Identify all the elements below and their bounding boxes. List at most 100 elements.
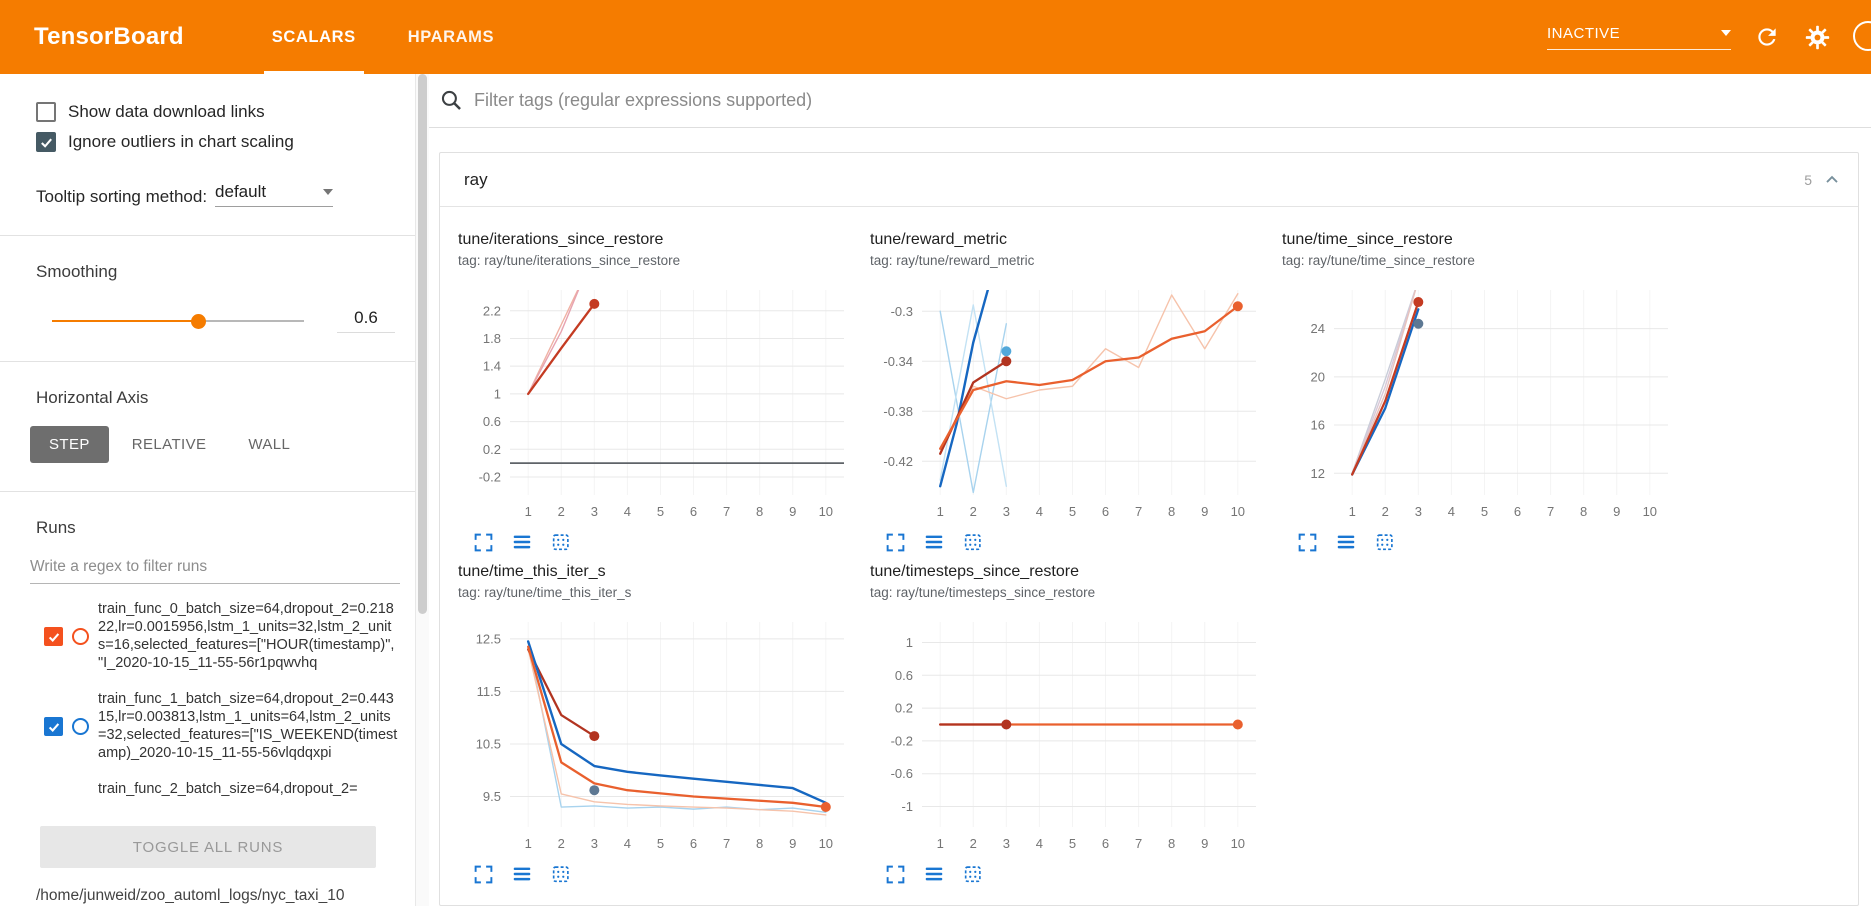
tooltip-sorting-select[interactable]: default <box>215 182 334 207</box>
settings-gear-icon[interactable] <box>1803 23 1831 51</box>
chevron-up-icon[interactable] <box>1822 170 1842 190</box>
svg-text:5: 5 <box>1069 504 1076 519</box>
svg-text:-0.38: -0.38 <box>883 404 913 419</box>
app-title: TensorBoard <box>34 23 184 50</box>
horizontal-axis-label: Horizontal Axis <box>36 388 149 407</box>
svg-text:10: 10 <box>1231 504 1245 519</box>
svg-text:9: 9 <box>789 836 796 851</box>
expand-chart-icon[interactable] <box>470 529 496 555</box>
log-directory-path: /home/junweid/zoo_automl_logs/nyc_taxi_1… <box>36 887 345 904</box>
divider <box>0 361 415 362</box>
app-header: TensorBoard SCALARS HPARAMS INACTIVE <box>0 0 1871 74</box>
run-visibility-checkbox[interactable] <box>44 717 63 737</box>
chart-plot[interactable]: 1 2 3 4 5 6 7 8 9 10 -0.2 0.2 0.6 1 1.4 1.8 2.2 <box>458 282 860 527</box>
data-status-dropdown[interactable]: INACTIVE <box>1547 25 1731 50</box>
tab-hparams[interactable]: HPARAMS <box>407 27 495 46</box>
fit-domain-icon[interactable] <box>960 861 986 887</box>
chart-title: tune/timesteps_since_restore <box>870 563 1079 580</box>
svg-text:2.2: 2.2 <box>483 303 501 318</box>
smoothing-slider[interactable] <box>52 313 304 329</box>
svg-text:0.2: 0.2 <box>483 442 501 457</box>
scrollbar-thumb[interactable] <box>418 74 427 614</box>
chart-tag: tag: ray/tune/time_since_restore <box>1282 253 1475 268</box>
smoothing-slider-thumb[interactable] <box>191 313 207 329</box>
refresh-icon[interactable] <box>1753 23 1781 51</box>
chart-plot[interactable]: 1 2 3 4 5 6 7 8 9 10 -0.42 -0.38 -0.34 -0.3 <box>870 282 1272 527</box>
dropdown-arrow-icon <box>1721 30 1731 36</box>
show-download-links-checkbox[interactable] <box>36 102 56 122</box>
run-row: train_func_1_batch_size=64,dropout_2=0.4… <box>0 682 415 772</box>
charts-grid: tune/iterations_since_restore tag: ray/t… <box>440 207 1858 887</box>
svg-text:5: 5 <box>1481 504 1488 519</box>
svg-text:10: 10 <box>1643 504 1657 519</box>
axis-button-wall[interactable]: WALL <box>248 436 291 453</box>
svg-text:-0.2: -0.2 <box>891 733 913 748</box>
svg-text:1.4: 1.4 <box>483 359 501 374</box>
svg-text:9: 9 <box>1201 836 1208 851</box>
runs-list: train_func_0_batch_size=64,dropout_2=0.2… <box>0 592 415 824</box>
svg-text:5: 5 <box>657 836 664 851</box>
svg-text:7: 7 <box>723 836 730 851</box>
svg-text:2: 2 <box>970 836 977 851</box>
svg-text:0.6: 0.6 <box>483 414 501 429</box>
tab-scalars[interactable]: SCALARS <box>246 0 382 74</box>
fit-domain-icon[interactable] <box>548 529 574 555</box>
tag-filter-input[interactable] <box>474 90 1871 111</box>
svg-text:8: 8 <box>1168 504 1175 519</box>
runs-table-icon[interactable] <box>921 861 947 887</box>
runs-table-icon[interactable] <box>509 529 535 555</box>
chart-card: tune/time_since_restore tag: ray/tune/ti… <box>1282 231 1684 555</box>
expand-chart-icon[interactable] <box>882 529 908 555</box>
tab-bar: SCALARS HPARAMS <box>246 0 520 74</box>
runs-filter-input[interactable] <box>30 554 400 584</box>
select-arrow-icon <box>323 189 334 195</box>
svg-text:9: 9 <box>1613 504 1620 519</box>
runs-table-icon[interactable] <box>921 529 947 555</box>
runs-table-icon[interactable] <box>1333 529 1359 555</box>
svg-text:9.5: 9.5 <box>483 789 501 804</box>
svg-text:0.2: 0.2 <box>895 701 913 716</box>
sidebar: Show data download links Ignore outliers… <box>0 74 415 906</box>
smoothing-value[interactable]: 0.6 <box>337 308 395 333</box>
tag-group-card: ray 5 tune/iterations_since_restore tag:… <box>439 152 1859 906</box>
help-icon[interactable] <box>1853 21 1871 51</box>
ignore-outliers-checkbox[interactable] <box>36 132 56 152</box>
header-actions: INACTIVE <box>1547 0 1871 74</box>
chart-plot[interactable]: 1 2 3 4 5 6 7 8 9 10 12 16 20 24 <box>1282 282 1684 527</box>
chart-title: tune/time_this_iter_s <box>458 563 606 580</box>
chart-tag: tag: ray/tune/reward_metric <box>870 253 1035 268</box>
axis-button-step[interactable]: STEP <box>30 426 109 463</box>
tag-group-count: 5 <box>1804 171 1812 188</box>
status-value: INACTIVE <box>1547 24 1621 42</box>
svg-text:1: 1 <box>525 836 532 851</box>
svg-text:2: 2 <box>558 504 565 519</box>
chart-tag: tag: ray/tune/time_this_iter_s <box>458 585 632 600</box>
svg-text:1: 1 <box>494 386 501 401</box>
run-color-radio[interactable] <box>72 628 89 646</box>
fit-domain-icon[interactable] <box>548 861 574 887</box>
chart-card: tune/reward_metric tag: ray/tune/reward_… <box>870 231 1272 555</box>
expand-chart-icon[interactable] <box>882 861 908 887</box>
expand-chart-icon[interactable] <box>470 861 496 887</box>
chart-plot[interactable]: 1 2 3 4 5 6 7 8 9 10 9.5 10.5 11.5 12.5 <box>458 614 860 859</box>
chart-toolbar <box>870 861 1272 887</box>
svg-text:4: 4 <box>1036 504 1043 519</box>
svg-text:4: 4 <box>1036 836 1043 851</box>
toggle-all-runs-button[interactable]: TOGGLE ALL RUNS <box>40 826 376 868</box>
chart-plot[interactable]: 1 2 3 4 5 6 7 8 9 10 -1 -0.6 -0.2 0.2 0.6 1 <box>870 614 1272 859</box>
tag-filter-row <box>429 74 1871 128</box>
fit-domain-icon[interactable] <box>960 529 986 555</box>
svg-text:3: 3 <box>591 504 598 519</box>
expand-chart-icon[interactable] <box>1294 529 1320 555</box>
tag-group-name: ray <box>464 169 488 189</box>
svg-text:10: 10 <box>1231 836 1245 851</box>
fit-domain-icon[interactable] <box>1372 529 1398 555</box>
run-color-radio[interactable] <box>72 718 89 736</box>
runs-label: Runs <box>36 518 76 537</box>
search-icon <box>439 88 464 113</box>
run-visibility-checkbox[interactable] <box>44 627 63 647</box>
tag-group-header[interactable]: ray 5 <box>440 153 1858 207</box>
chart-toolbar <box>458 529 860 555</box>
runs-table-icon[interactable] <box>509 861 535 887</box>
axis-button-relative[interactable]: RELATIVE <box>131 436 207 453</box>
